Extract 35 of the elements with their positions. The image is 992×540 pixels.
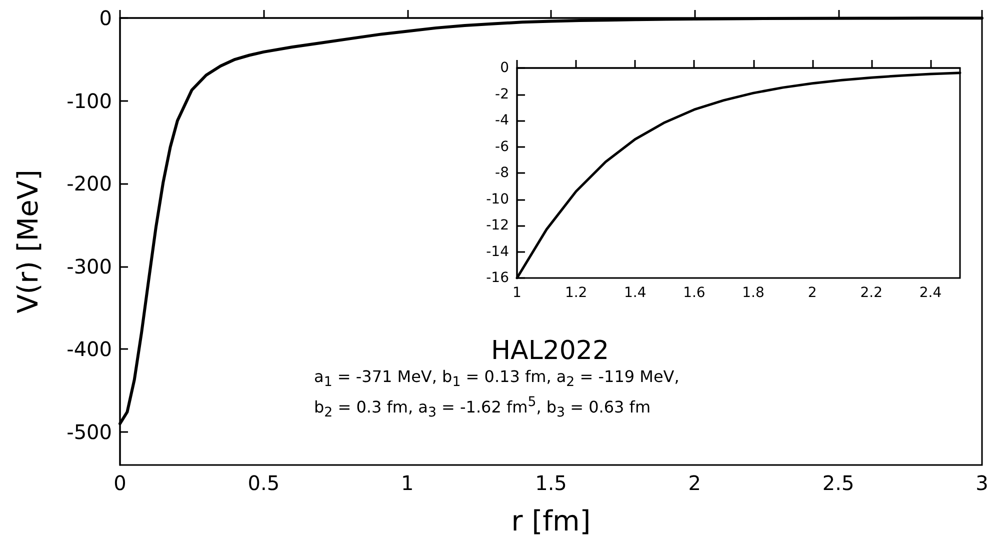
x-tick-label: 1.4 (624, 285, 646, 301)
y-tick-label: 0 (500, 60, 509, 76)
text: b$_{2}$ = 0.3 fm, a$_{3}$ = -1.62 fm$^{5}$, b$_{3}$ = 0.63 fm (314, 395, 651, 421)
x-axis-title: r [fm] (511, 504, 591, 538)
x-tick-label: 1.6 (683, 285, 706, 301)
x-tick-label: 2.5 (822, 471, 854, 495)
y-axis-title: V(r) [MeV] (12, 170, 44, 314)
x-tick-label: 1.5 (535, 471, 567, 495)
y-tick-label: -12 (486, 218, 509, 234)
y-tick-label: -16 (486, 270, 510, 286)
y-tick-label: -14 (486, 244, 510, 260)
y-tick-label: -4 (495, 112, 510, 128)
x-tick-label: 2.4 (919, 285, 942, 301)
y-tick-label: -2 (495, 86, 509, 102)
y-tick-label: -100 (66, 88, 112, 113)
x-tick-label: 1 (400, 471, 414, 495)
x-tick-label: 1 (512, 285, 522, 301)
x-tick-label: 2 (808, 285, 817, 301)
y-tick-label: -300 (66, 254, 112, 278)
x-tick-label: 2.2 (860, 285, 883, 301)
x-tick-label: 2 (688, 471, 702, 495)
y-tick-label: -10 (486, 191, 509, 208)
x-tick-label: 1.2 (564, 285, 588, 301)
x-tick-label: 1.8 (742, 285, 764, 301)
y-tick-label: -500 (66, 420, 112, 444)
x-tick-label: 3 (976, 471, 988, 495)
x-tick-label: 0 (114, 471, 126, 495)
annotation: a$_{1}$ = -371 MeV, b$_{1}$ = 0.13 fm, a$_{2}$ = -119 MeV, (313, 367, 680, 392)
y-tick-label: -200 (66, 172, 112, 196)
annotation: HAL2022 (490, 335, 610, 367)
y-tick-label: -6 (495, 138, 510, 155)
y-tick-label: -8 (495, 165, 509, 181)
x-tick-label: 0.5 (248, 471, 280, 495)
y-tick-label: 0 (99, 6, 112, 30)
y-tick-label: -400 (66, 337, 112, 362)
